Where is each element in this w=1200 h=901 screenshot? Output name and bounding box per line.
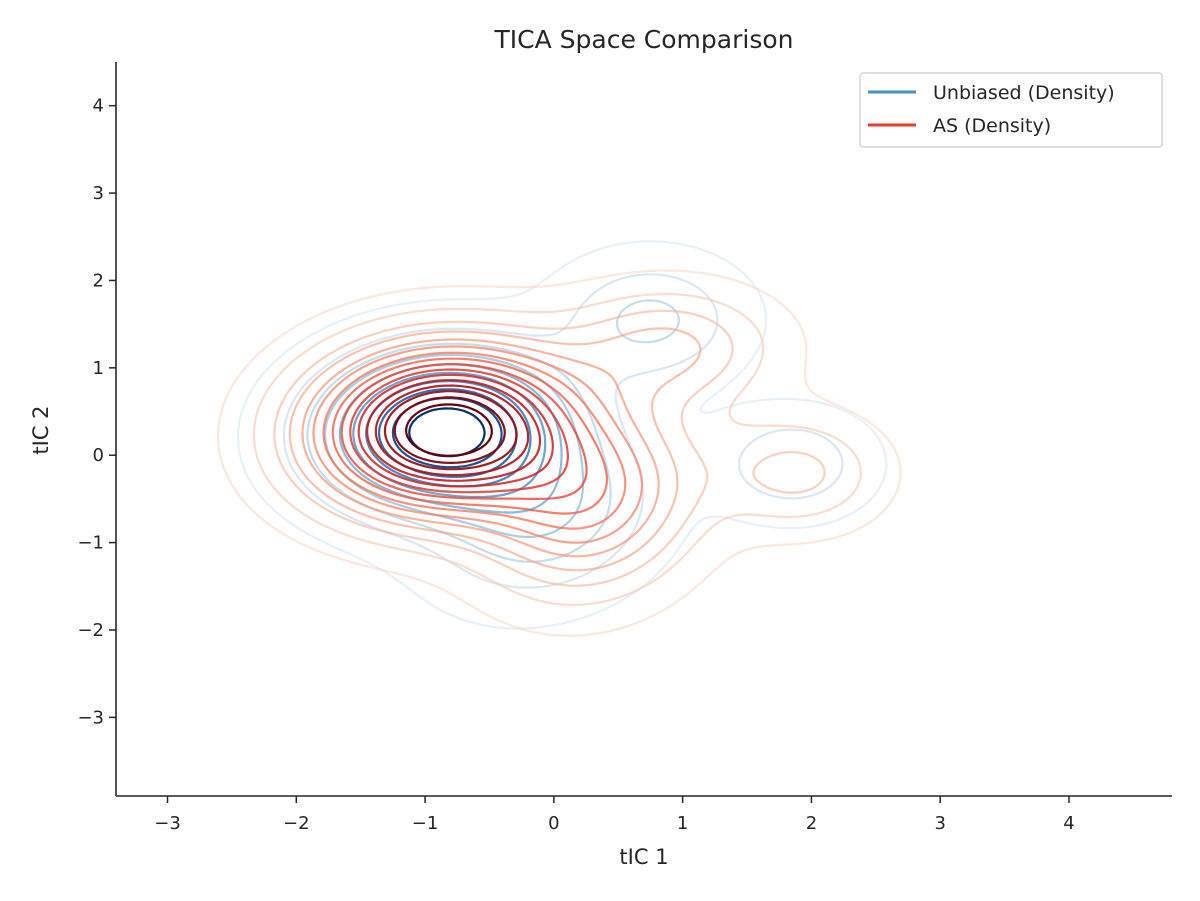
chart-title: TICA Space Comparison bbox=[494, 25, 794, 54]
contour-line bbox=[301, 338, 660, 558]
contour-line bbox=[393, 396, 506, 464]
contour-line bbox=[306, 299, 680, 563]
y-tick-label: −1 bbox=[77, 533, 104, 554]
contour-line bbox=[252, 292, 862, 606]
y-tick-label: −2 bbox=[77, 620, 104, 641]
contour-line bbox=[374, 384, 530, 477]
legend-label-as: AS (Density) bbox=[933, 115, 1051, 137]
y-axis-title: tIC 2 bbox=[29, 405, 53, 454]
y-tick-label: 0 bbox=[93, 445, 104, 466]
contour-line bbox=[216, 269, 902, 637]
contour-line bbox=[322, 351, 627, 530]
y-tick-label: 3 bbox=[93, 183, 104, 204]
x-tick-label: 4 bbox=[1063, 813, 1074, 834]
contour-line bbox=[340, 363, 588, 500]
contour-line bbox=[312, 345, 644, 544]
x-tick-label: 3 bbox=[934, 813, 945, 834]
contour-line bbox=[236, 240, 888, 630]
legend-box bbox=[859, 72, 1163, 148]
x-axis-title: tIC 1 bbox=[619, 845, 668, 869]
x-tick-label: 1 bbox=[677, 813, 688, 834]
y-tick-label: −3 bbox=[77, 707, 104, 728]
contour-line bbox=[288, 327, 702, 572]
y-ticks: −3 −2 −1 0 1 2 3 4 bbox=[77, 96, 116, 728]
x-tick-label: −2 bbox=[283, 813, 310, 834]
contour-line bbox=[366, 379, 542, 482]
contour-line bbox=[273, 309, 826, 587]
y-tick-label: 2 bbox=[93, 270, 104, 291]
x-tick-label: 2 bbox=[806, 813, 817, 834]
contour-line bbox=[357, 373, 554, 488]
axes bbox=[115, 62, 1172, 797]
contour-line bbox=[383, 390, 518, 471]
x-tick-label: −3 bbox=[154, 813, 181, 834]
contour-layer bbox=[216, 240, 902, 637]
contour-series-1 bbox=[216, 269, 902, 637]
contour-line bbox=[349, 368, 569, 494]
y-tick-label: 1 bbox=[93, 358, 104, 379]
legend: Unbiased (Density) AS (Density) bbox=[859, 72, 1163, 148]
contour-line bbox=[405, 403, 493, 457]
x-ticks: −3 −2 −1 0 1 2 3 4 bbox=[154, 796, 1075, 834]
contour-line bbox=[282, 273, 844, 589]
contour-line bbox=[331, 357, 608, 515]
x-tick-label: 0 bbox=[548, 813, 559, 834]
contour-series-0 bbox=[236, 240, 888, 630]
x-tick-label: −1 bbox=[412, 813, 439, 834]
y-tick-label: 4 bbox=[93, 96, 104, 117]
legend-label-unbiased: Unbiased (Density) bbox=[933, 82, 1115, 104]
